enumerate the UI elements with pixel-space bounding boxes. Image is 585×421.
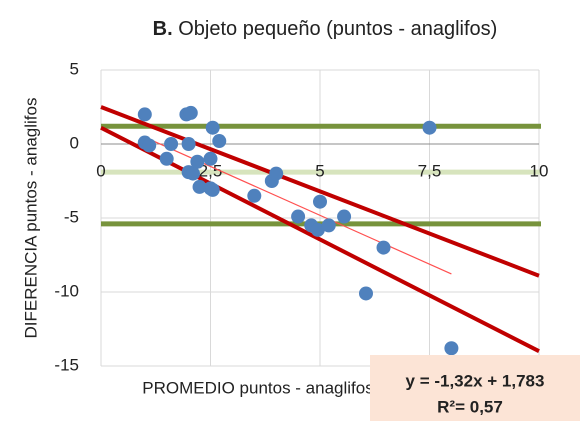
fit-line <box>100 105 540 278</box>
point <box>203 151 218 166</box>
point <box>181 137 196 151</box>
equation: y = -1,32x + 1,783 <box>406 371 545 390</box>
x-tick-label: 2,5 <box>199 161 223 180</box>
y-tick-label: 5 <box>70 59 79 78</box>
chart-title: B. Objeto pequeño (puntos - anaglifos) <box>153 18 498 40</box>
point <box>137 107 152 122</box>
point <box>310 222 325 237</box>
y-axis-label: DIFERENCIA puntos - anaglifos <box>21 98 40 339</box>
y-tick-label: -5 <box>64 207 79 226</box>
r-squared: R²= 0,57 <box>437 397 503 416</box>
point <box>192 179 207 194</box>
fit-line <box>100 125 540 353</box>
y-tick-label: 0 <box>70 133 79 152</box>
x-axis-label: PROMEDIO puntos - anaglifos <box>142 378 373 397</box>
point <box>444 341 459 356</box>
point <box>205 120 220 135</box>
point <box>337 209 352 224</box>
title-text: Objeto pequeño (puntos - anaglifos) <box>178 18 497 40</box>
point <box>205 182 220 197</box>
equation-box <box>370 355 580 421</box>
point <box>159 151 174 166</box>
point <box>164 137 179 151</box>
point <box>247 188 262 203</box>
point <box>422 120 437 135</box>
point <box>183 105 198 120</box>
point <box>142 138 157 153</box>
point <box>212 134 227 149</box>
point <box>313 194 327 209</box>
x-tick-label: 0 <box>96 161 105 180</box>
plot-area: -15 -10 -5 0 5 0 2,5 5 7,5 10 <box>54 59 548 374</box>
fit-line <box>144 136 452 275</box>
title-prefix: B. <box>153 18 173 40</box>
x-tick-label: 7,5 <box>418 161 442 180</box>
point <box>185 166 200 181</box>
point <box>321 218 336 233</box>
x-tick-label: 10 <box>530 161 549 180</box>
point <box>291 209 306 224</box>
point <box>269 166 284 181</box>
x-tick-label: 5 <box>315 161 324 180</box>
point <box>190 154 205 169</box>
y-tick-label: -15 <box>54 355 79 374</box>
point <box>358 286 373 301</box>
point <box>376 240 391 255</box>
y-tick-label: -10 <box>54 281 79 300</box>
